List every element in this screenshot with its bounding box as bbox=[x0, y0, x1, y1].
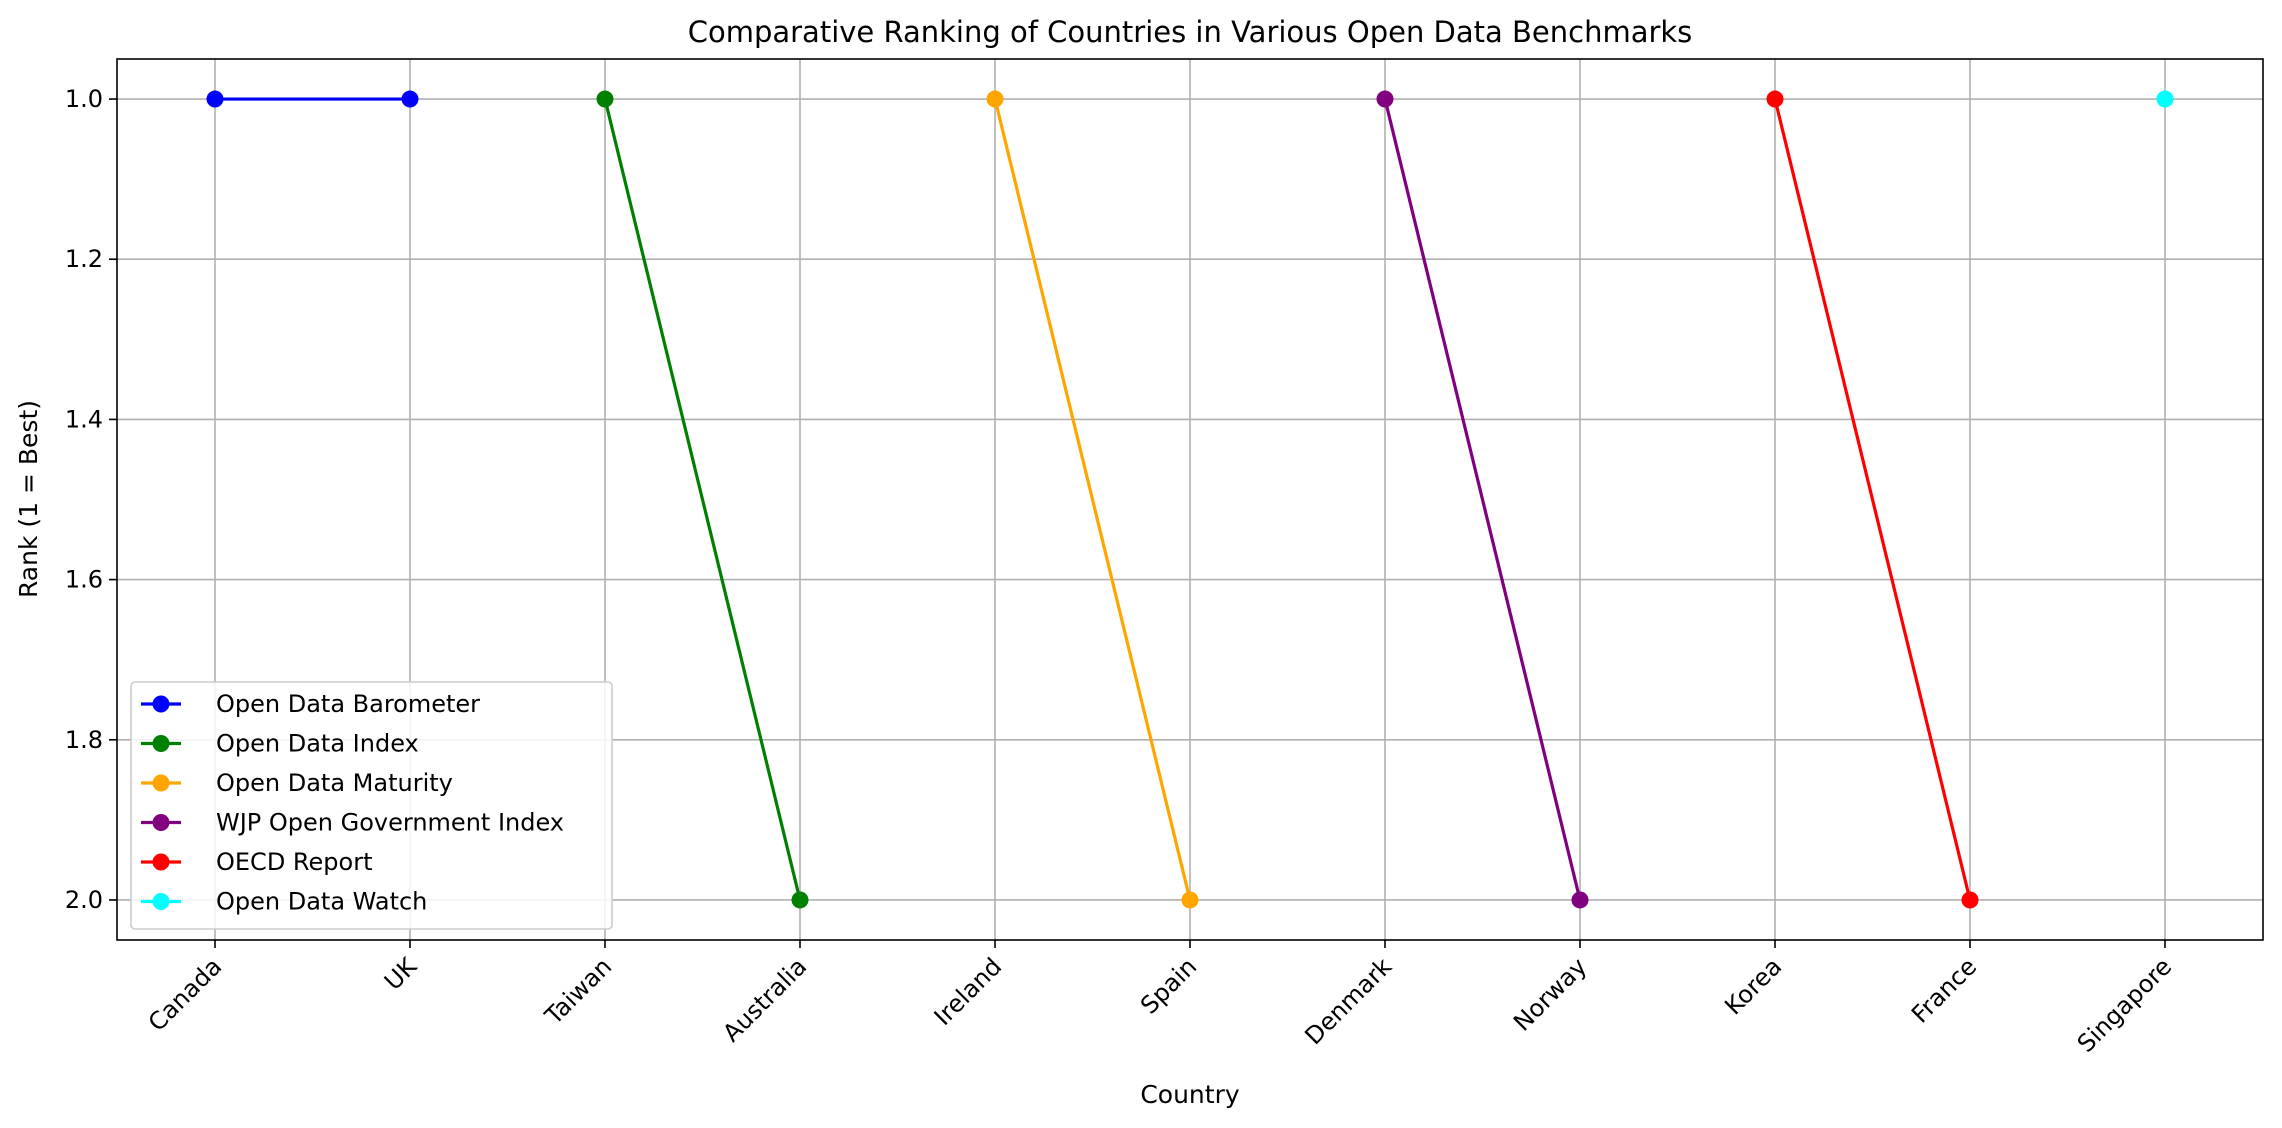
legend: Open Data Barometer Open Data Index Open D… bbox=[130, 681, 613, 930]
data-point bbox=[596, 90, 614, 108]
x-tick-label: Norway bbox=[1508, 952, 1592, 1036]
legend-item: Open Data Barometer bbox=[141, 690, 480, 718]
legend-label: OECD Report bbox=[216, 848, 372, 876]
legend-item: Open Data Index bbox=[141, 730, 419, 758]
series-line bbox=[603, 98, 802, 901]
series-line bbox=[993, 98, 1192, 901]
legend-item: WJP Open Government Index bbox=[141, 809, 564, 837]
x-tick-label: Australia bbox=[717, 952, 812, 1047]
legend-frame bbox=[130, 681, 613, 930]
x-tick-label: Korea bbox=[1719, 952, 1787, 1020]
legend-item: Open Data Maturity bbox=[141, 769, 453, 797]
legend-label: Open Data Watch bbox=[216, 888, 427, 916]
y-tick-label: 1.0 bbox=[65, 85, 103, 113]
legend-marker bbox=[152, 853, 170, 871]
legend-label: Open Data Index bbox=[216, 730, 419, 758]
x-tick-label: Ireland bbox=[929, 952, 1007, 1030]
x-axis: Canada UK Taiwan Australia Ireland Spain Denma… bbox=[143, 940, 2177, 1058]
x-axis-label: Country bbox=[1140, 1080, 1240, 1109]
x-tick-label: Taiwan bbox=[539, 952, 617, 1030]
y-tick-label: 1.8 bbox=[65, 726, 103, 754]
series-3 bbox=[986, 90, 1199, 909]
x-tick-label: Singapore bbox=[2072, 952, 2177, 1057]
y-tick-label: 1.6 bbox=[65, 566, 103, 594]
data-point bbox=[986, 90, 1004, 108]
data-point bbox=[1571, 891, 1589, 909]
x-tick-label: Denmark bbox=[1299, 952, 1397, 1050]
series-line bbox=[1773, 98, 1972, 901]
y-axis: 1.0 1.2 1.4 1.6 1.8 2.0 bbox=[65, 85, 117, 914]
legend-label: Open Data Maturity bbox=[216, 769, 453, 797]
data-point bbox=[1181, 891, 1199, 909]
legend-marker bbox=[152, 735, 170, 752]
y-tick-label: 1.4 bbox=[65, 405, 103, 433]
data-point bbox=[1961, 891, 1979, 909]
series-6 bbox=[2156, 90, 2174, 108]
y-tick-label: 2.0 bbox=[65, 886, 103, 914]
legend-marker bbox=[152, 774, 170, 792]
y-axis-label: Rank (1 = Best) bbox=[14, 400, 43, 598]
legend-item: Open Data Watch bbox=[141, 888, 427, 916]
data-point bbox=[1766, 90, 1784, 108]
y-tick-label: 1.2 bbox=[65, 245, 103, 273]
data-point bbox=[401, 90, 419, 108]
legend-marker bbox=[152, 893, 170, 910]
series-5 bbox=[1766, 90, 1979, 909]
legend-label: Open Data Barometer bbox=[216, 690, 480, 718]
series-layer bbox=[206, 90, 2174, 909]
series-4 bbox=[1376, 90, 1589, 909]
data-point bbox=[206, 90, 224, 108]
series-1 bbox=[206, 90, 419, 108]
x-tick-label: UK bbox=[379, 952, 423, 996]
data-point bbox=[1376, 90, 1394, 108]
data-point bbox=[2156, 90, 2174, 108]
legend-item: OECD Report bbox=[141, 848, 372, 876]
legend-marker bbox=[152, 695, 170, 713]
legend-marker bbox=[152, 814, 170, 831]
series-2 bbox=[596, 90, 809, 909]
x-tick-label: Canada bbox=[143, 952, 227, 1036]
x-tick-label: France bbox=[1906, 952, 1982, 1028]
series-line bbox=[1383, 98, 1582, 901]
chart-title: Comparative Ranking of Countries in Vari… bbox=[688, 15, 1693, 49]
data-point bbox=[791, 891, 809, 909]
x-tick-label: Spain bbox=[1135, 952, 1202, 1019]
legend-label: WJP Open Government Index bbox=[216, 809, 564, 837]
